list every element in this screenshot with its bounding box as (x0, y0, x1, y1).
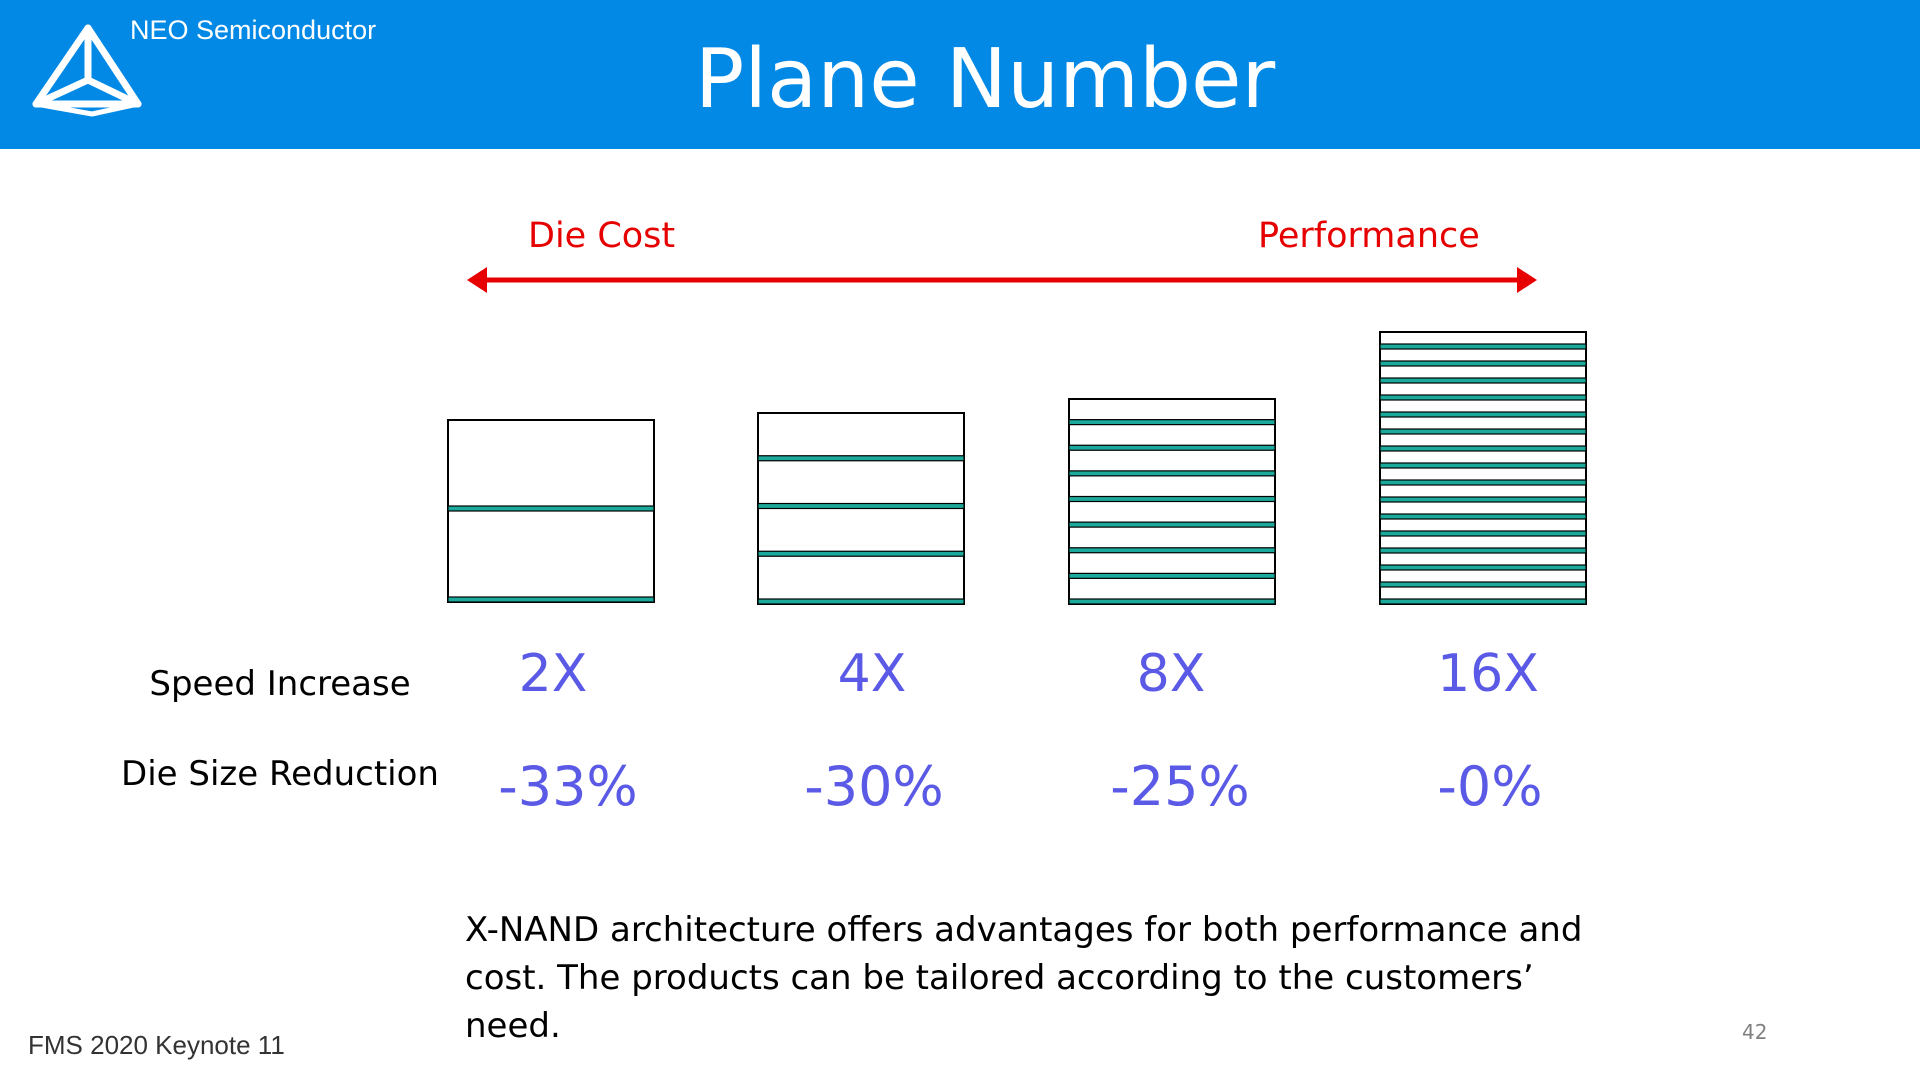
plane-divider (1379, 530, 1587, 537)
performance-label: Performance (1258, 216, 1480, 256)
plane-divider (1379, 564, 1587, 571)
plane-divider (1068, 419, 1276, 426)
plane-divider (757, 550, 965, 557)
speed-increase-label: Speed Increase (149, 664, 411, 704)
plane-divider (1379, 343, 1587, 350)
plane-divider (1379, 581, 1587, 588)
plane-diagram (447, 331, 1587, 605)
plane-divider (1068, 598, 1276, 605)
speed-value-2-plane: 2X (518, 644, 588, 704)
plane-divider (1068, 495, 1276, 503)
plane-divider (757, 502, 965, 510)
plane-divider (1379, 598, 1587, 605)
speed-value-8-plane: 8X (1136, 644, 1206, 704)
page-number: 42 (1742, 1020, 1768, 1044)
plane-divider (447, 596, 655, 603)
plane-divider (1379, 445, 1587, 452)
slide-title: Plane Number (694, 32, 1276, 127)
plane-divider (1379, 394, 1587, 401)
reduction-value-4-plane: -30% (804, 755, 944, 818)
plane-divider (1379, 513, 1587, 520)
plane-divider (447, 505, 655, 512)
plane-divider (1379, 411, 1587, 418)
speed-value-16-plane: 16X (1437, 644, 1539, 704)
plane-divider (1379, 462, 1587, 469)
plane-divider (757, 455, 965, 462)
footer-event: FMS 2020 Keynote 11 (28, 1030, 285, 1060)
reduction-value-16-plane: -0% (1437, 755, 1543, 818)
plane-stack-2 (447, 419, 655, 603)
plane-divider (1379, 479, 1587, 486)
summary-line-1: X-NAND architecture offers advantages fo… (465, 910, 1583, 950)
plane-divider (757, 598, 965, 605)
die-size-reduction-label: Die Size Reduction (121, 754, 439, 794)
tetrahedron-logo-icon (32, 24, 142, 117)
plane-divider (1379, 547, 1587, 554)
reduction-value-2-plane: -33% (498, 755, 638, 818)
double-arrow-icon (467, 267, 1537, 293)
plane-divider (1068, 572, 1276, 579)
header-bar: NEO Semiconductor Plane Number (0, 0, 1920, 149)
summary-text: X-NAND architecture offers advantages fo… (465, 906, 1605, 1050)
speed-value-4-plane: 4X (837, 644, 907, 704)
reduction-value-8-plane: -25% (1110, 755, 1250, 818)
plane-divider (1379, 428, 1587, 435)
plane-divider (1068, 521, 1276, 528)
plane-divider (1068, 444, 1276, 451)
plane-divider (1379, 377, 1587, 384)
die-cost-label: Die Cost (528, 216, 676, 256)
plane-divider (1379, 360, 1587, 367)
plane-stack-8 (1068, 398, 1276, 605)
plane-divider (1068, 547, 1276, 554)
company-name: NEO Semiconductor (130, 15, 377, 45)
plane-stack-16 (1379, 331, 1587, 605)
plane-stack-4 (757, 412, 965, 605)
plane-divider (1379, 496, 1587, 503)
summary-line-2: cost. The products can be tailored accor… (465, 958, 1534, 1046)
plane-divider (1068, 470, 1276, 477)
